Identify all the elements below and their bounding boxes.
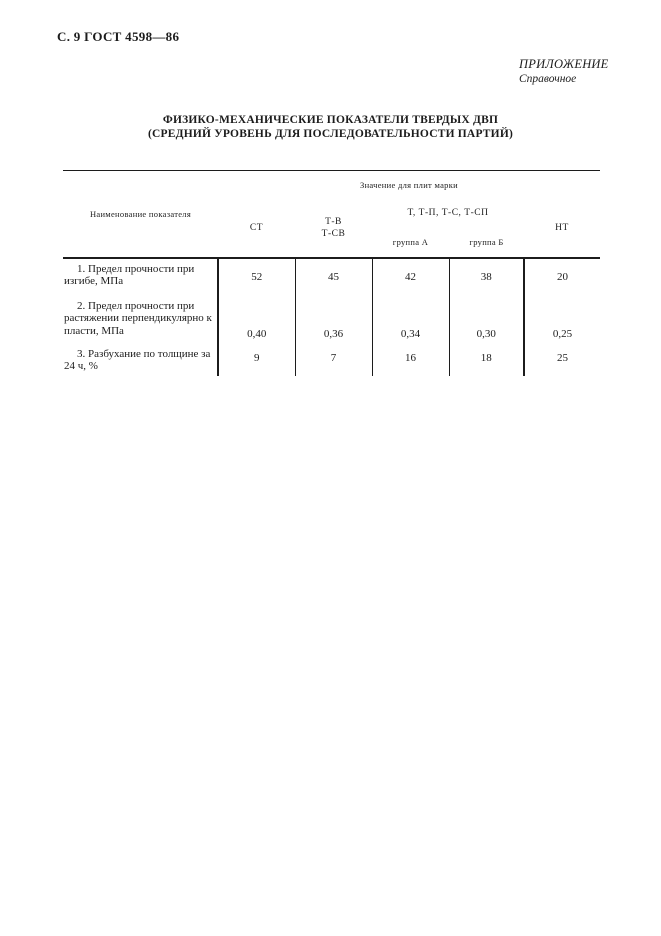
- column-group-header-values: Значение для плит марки: [218, 170, 601, 199]
- value-cell: 45: [295, 256, 373, 296]
- table-row: 3. Разбухание по толщине за 24 ч, % 9 7 …: [63, 343, 600, 376]
- column-header-st: СТ: [249, 222, 264, 233]
- annex-label: ПРИЛОЖЕНИЕ: [519, 57, 609, 71]
- value-cell: 38: [449, 256, 525, 296]
- value-cell: 7: [295, 343, 373, 376]
- column-header-t-group: Т, Т-П, Т-С, Т-СП: [407, 208, 489, 218]
- value-cell: 0,25: [552, 327, 573, 340]
- value-cell: 0,34: [372, 295, 450, 344]
- annex-type: Справочное: [519, 73, 577, 85]
- table-row: 2. Предел прочности при растяжении перпе…: [63, 295, 600, 344]
- column-header-group-a: группа А: [392, 237, 429, 247]
- table-body: 1. Предел прочности при изгибе, МПа 52 4…: [63, 256, 601, 376]
- indicators-table: Наименование показателя Значение для пли…: [63, 170, 601, 376]
- indicator-name: 1. Предел прочности при изгибе, МПа: [63, 256, 219, 296]
- value-cell: 52: [218, 256, 296, 296]
- value-cell: 25: [557, 351, 568, 364]
- table-header: Наименование показателя Значение для пли…: [63, 170, 601, 258]
- column-header-indicator-name: Наименование показателя: [63, 170, 218, 258]
- mark-tv: Т-В: [325, 216, 342, 227]
- value-cell: 0,40: [218, 295, 296, 344]
- indicator-name: 3. Разбухание по толщине за 24 ч, %: [63, 343, 219, 376]
- value-cell: 20: [524, 256, 601, 296]
- annex-block: ПРИЛОЖЕНИЕ Справочное: [519, 57, 608, 85]
- value-cell: 18: [449, 343, 525, 376]
- mark-tsv: Т-СВ: [321, 228, 346, 239]
- page-number-gost-header: С. 9 ГОСТ 4598—86: [57, 29, 180, 44]
- value-cell: 0,36: [295, 295, 373, 344]
- value-cell: 0,30: [449, 295, 525, 344]
- column-header-group-b: группа Б: [469, 237, 504, 247]
- value-cell: 9: [218, 343, 296, 376]
- indicator-name: 2. Предел прочности при растяжении перпе…: [63, 295, 219, 344]
- column-header-tv-tsv: Т-В Т-СВ: [295, 199, 372, 258]
- value-cell: 16: [372, 343, 450, 376]
- column-header-nt: НТ: [555, 222, 569, 233]
- table-row: 1. Предел прочности при изгибе, МПа 52 4…: [63, 256, 601, 296]
- document-title: ФИЗИКО-МЕХАНИЧЕСКИЕ ПОКАЗАТЕЛИ ТВЕРДЫХ Д…: [0, 114, 661, 141]
- value-cell: 42: [372, 256, 450, 296]
- document-title-line2: (СРЕДНИЙ УРОВЕНЬ ДЛЯ ПОСЛЕДОВАТЕЛЬНОСТИ …: [148, 127, 513, 140]
- document-title-line1: ФИЗИКО-МЕХАНИЧЕСКИЕ ПОКАЗАТЕЛИ ТВЕРДЫХ Д…: [162, 114, 499, 126]
